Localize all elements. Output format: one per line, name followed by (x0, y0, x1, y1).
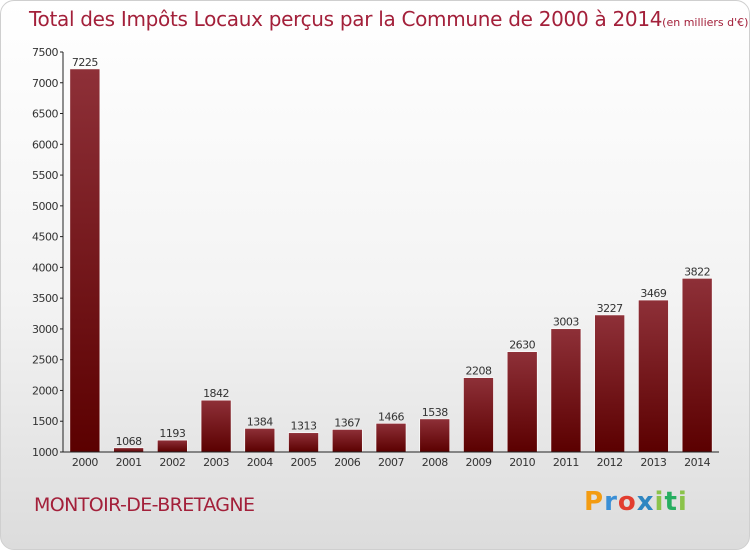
x-tick-label: 2005 (291, 456, 317, 469)
y-tick-label: 7000 (32, 77, 58, 90)
data-label: 1466 (378, 410, 404, 423)
x-tick-label: 2013 (640, 456, 666, 469)
y-tick-label: 3000 (32, 323, 58, 336)
bar (594, 314, 625, 453)
data-label: 7225 (72, 56, 98, 69)
y-tick-label: 2500 (32, 354, 58, 367)
y-tick-label: 1500 (32, 415, 58, 428)
bar (506, 351, 538, 453)
data-label: 3227 (597, 302, 623, 315)
x-tick-label: 2001 (116, 456, 142, 469)
y-tick-label: 6500 (32, 108, 58, 121)
data-label: 1384 (247, 415, 273, 428)
x-tick-label: 2002 (159, 456, 185, 469)
y-tick-label: 4500 (32, 231, 58, 244)
x-tick-label: 2008 (422, 456, 448, 469)
x-tick-label: 2003 (203, 456, 229, 469)
logo-letter: t (664, 487, 678, 517)
y-tick-label: 1000 (32, 446, 58, 459)
bar (113, 447, 144, 453)
data-label: 1313 (291, 420, 317, 433)
logo-letter: i (677, 487, 688, 517)
y-tick-label: 3500 (32, 292, 58, 305)
proxiti-logo: Proxiti (584, 487, 688, 517)
data-label: 1538 (422, 406, 448, 419)
x-tick-label: 2006 (334, 456, 360, 469)
x-tick-label: 2011 (553, 456, 579, 469)
x-tick-label: 2004 (247, 456, 273, 469)
x-tick-label: 2000 (72, 456, 98, 469)
data-label: 2208 (465, 365, 491, 378)
bar (419, 418, 451, 453)
y-tick-label: 2000 (32, 384, 58, 397)
y-tick-label: 5000 (32, 200, 58, 213)
bar (638, 299, 669, 453)
data-label: 1367 (334, 416, 360, 429)
y-tick-label: 7500 (32, 46, 58, 59)
y-tick-label: 5500 (32, 169, 58, 182)
logo-letter: r (604, 487, 618, 517)
commune-name: MONTOIR-DE-BRETAGNE (34, 494, 255, 516)
y-tick-label: 6000 (32, 138, 58, 151)
x-tick-label: 2014 (684, 456, 710, 469)
bar (244, 428, 276, 453)
data-label: 3822 (684, 265, 710, 278)
logo-letter: P (584, 487, 605, 517)
logo-letter: x (636, 487, 655, 517)
bar (331, 429, 363, 453)
chart-title-unit: (en milliers d'€) (662, 16, 749, 29)
bar (681, 278, 713, 453)
chart-title-text: Total des Impôts Locaux perçus par la Co… (29, 7, 663, 31)
chart-title: Total des Impôts Locaux perçus par la Co… (29, 7, 748, 31)
bar (550, 328, 582, 453)
bar (288, 432, 319, 453)
data-label: 1068 (116, 435, 142, 448)
bar (463, 377, 494, 453)
y-tick-label: 4000 (32, 261, 58, 274)
data-label: 1842 (203, 387, 229, 400)
bar (200, 399, 232, 453)
logo-letter: o (617, 487, 637, 517)
data-label: 2630 (509, 339, 535, 352)
bar (69, 68, 101, 453)
bar (375, 423, 407, 453)
x-tick-label: 2010 (509, 456, 535, 469)
data-label: 1193 (159, 427, 185, 440)
data-label: 3469 (640, 287, 666, 300)
x-tick-label: 2009 (465, 456, 491, 469)
logo-letter: i (654, 487, 665, 517)
bar (157, 439, 188, 453)
x-tick-label: 2007 (378, 456, 404, 469)
x-tick-label: 2012 (597, 456, 623, 469)
data-label: 3003 (553, 316, 579, 329)
